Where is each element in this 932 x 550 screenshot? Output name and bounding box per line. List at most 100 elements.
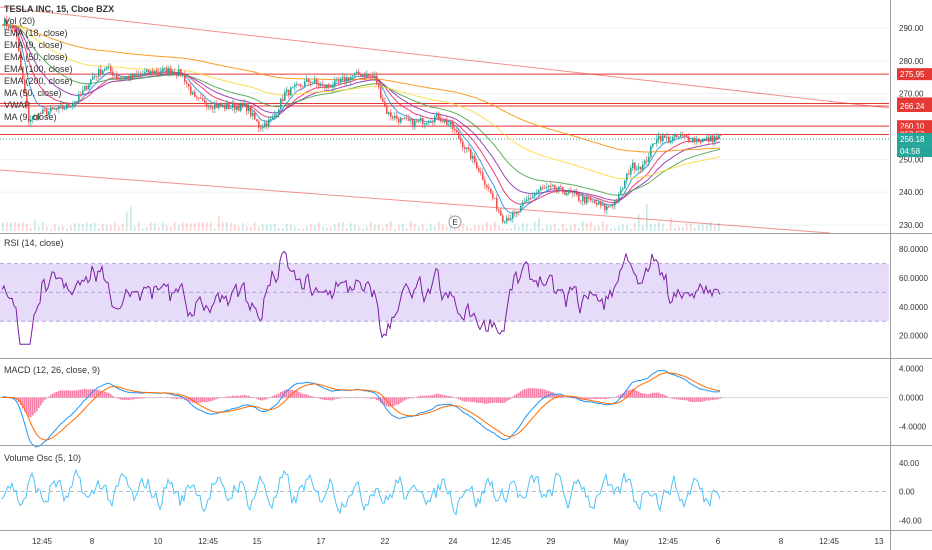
- candle-body: [354, 73, 356, 76]
- macd-histogram-bar: [496, 397, 498, 403]
- macd-histogram-bar: [510, 397, 512, 399]
- volume-osc-panel[interactable]: Volume Osc (5, 10): [0, 453, 889, 516]
- candle-body: [582, 197, 584, 202]
- volume-bar: [22, 222, 24, 231]
- volume-bar: [334, 224, 336, 231]
- volume-bar: [74, 223, 76, 231]
- candle-body: [390, 112, 392, 117]
- volume-bar: [630, 228, 632, 231]
- macd-histogram-bar: [122, 397, 124, 400]
- candle-body: [292, 86, 294, 88]
- candle-body: [316, 79, 318, 84]
- candle-body: [122, 77, 124, 79]
- volume-bar: [546, 225, 548, 231]
- candle-body: [708, 137, 710, 142]
- macd-histogram-bar: [690, 397, 692, 403]
- volume-bar: [62, 226, 64, 231]
- time-tick: 12:45: [491, 537, 512, 546]
- macd-histogram-bar: [142, 397, 144, 399]
- candle-body: [208, 105, 210, 108]
- candle-body: [420, 118, 422, 120]
- candle-body: [688, 136, 690, 142]
- indicator-label: Vol (20): [4, 16, 35, 26]
- candle-body: [248, 107, 250, 112]
- macd-histogram-bar: [470, 397, 472, 403]
- macd-histogram-bar: [202, 397, 204, 403]
- macd-axis: 4.0000 0.0000 -4.0000: [899, 365, 927, 432]
- time-tick: 17: [317, 537, 326, 546]
- volume-bar: [6, 221, 8, 231]
- volume-bar: [178, 225, 180, 231]
- candle-body: [6, 19, 8, 27]
- macd-histogram-bar: [36, 397, 38, 412]
- volume-bar: [390, 221, 392, 231]
- candle-body: [474, 155, 476, 163]
- macd-histogram-bar: [536, 388, 538, 398]
- volume-bar: [26, 223, 28, 231]
- candle-body: [210, 105, 212, 108]
- macd-histogram-bar: [464, 397, 466, 402]
- candle-body: [392, 116, 394, 119]
- macd-histogram-bar: [462, 397, 464, 402]
- macd-histogram-bar: [386, 397, 388, 407]
- macd-histogram-bar: [432, 395, 434, 398]
- macd-histogram-bar: [194, 397, 196, 404]
- volume-bar: [182, 222, 184, 231]
- candle-body: [382, 98, 384, 102]
- volume-bar: [526, 224, 528, 231]
- volume-bar: [490, 225, 492, 231]
- candle-body: [320, 84, 322, 86]
- time-tick: 13: [875, 537, 884, 546]
- volume-bar: [342, 222, 344, 231]
- candle-body: [476, 162, 478, 169]
- macd-histogram-bar: [344, 397, 346, 399]
- macd-histogram-bar: [226, 396, 228, 398]
- macd-histogram-bar: [598, 397, 600, 399]
- macd-histogram-bar: [128, 397, 130, 401]
- macd-histogram-bar: [130, 397, 132, 400]
- candle-body: [104, 69, 106, 71]
- volume-osc-line: [1, 468, 721, 516]
- macd-histogram-bar: [26, 397, 28, 415]
- candle-body: [120, 77, 122, 79]
- candle-body: [398, 118, 400, 123]
- time-axis[interactable]: 12:45 8 10 12:45 15 17 22 24 12:45 29 May 12:45 6 8 12…: [32, 537, 884, 546]
- macd-histogram-bar: [540, 388, 542, 398]
- macd-histogram-bar: [134, 397, 136, 400]
- volume-bar: [654, 223, 656, 231]
- candle-body: [206, 104, 208, 108]
- volume-bar: [542, 228, 544, 231]
- price-panel[interactable]: E TESLA INC, 15, Cboe BZX Vol (20) EMA (18…: [0, 4, 890, 234]
- indicator-label: EMA (18, close): [4, 28, 68, 38]
- volume-bar: [338, 222, 340, 231]
- candle-body: [620, 189, 622, 195]
- candle-body: [584, 197, 586, 204]
- indicator-label: EMA (100, close): [4, 64, 73, 74]
- macd-histogram-bar: [626, 390, 628, 398]
- macd-histogram-bar: [578, 397, 580, 400]
- candle-body: [454, 129, 456, 131]
- macd-histogram-bar: [606, 397, 608, 399]
- volume-bar: [494, 221, 496, 231]
- macd-panel[interactable]: MACD (12, 26, close, 9): [0, 365, 889, 448]
- candle-body: [368, 73, 370, 76]
- candle-body: [356, 71, 358, 74]
- candle-body: [440, 119, 442, 122]
- volume-osc-tick: -40.00: [899, 516, 922, 525]
- candle-body: [488, 187, 490, 189]
- candle-body: [364, 74, 366, 78]
- rsi-panel[interactable]: RSI (14, close): [0, 238, 889, 345]
- candle-body: [154, 70, 156, 74]
- macd-histogram-bar: [480, 397, 482, 403]
- candle-body: [74, 101, 76, 104]
- volume-bar: [202, 222, 204, 231]
- macd-histogram-bar: [200, 397, 202, 403]
- macd-histogram-bar: [636, 390, 638, 398]
- macd-histogram-bar: [522, 389, 524, 398]
- candle-body: [682, 134, 684, 136]
- macd-histogram-bar: [400, 397, 402, 403]
- macd-histogram-bar: [508, 397, 510, 401]
- candle-body: [622, 188, 624, 190]
- macd-histogram-bar: [308, 395, 310, 398]
